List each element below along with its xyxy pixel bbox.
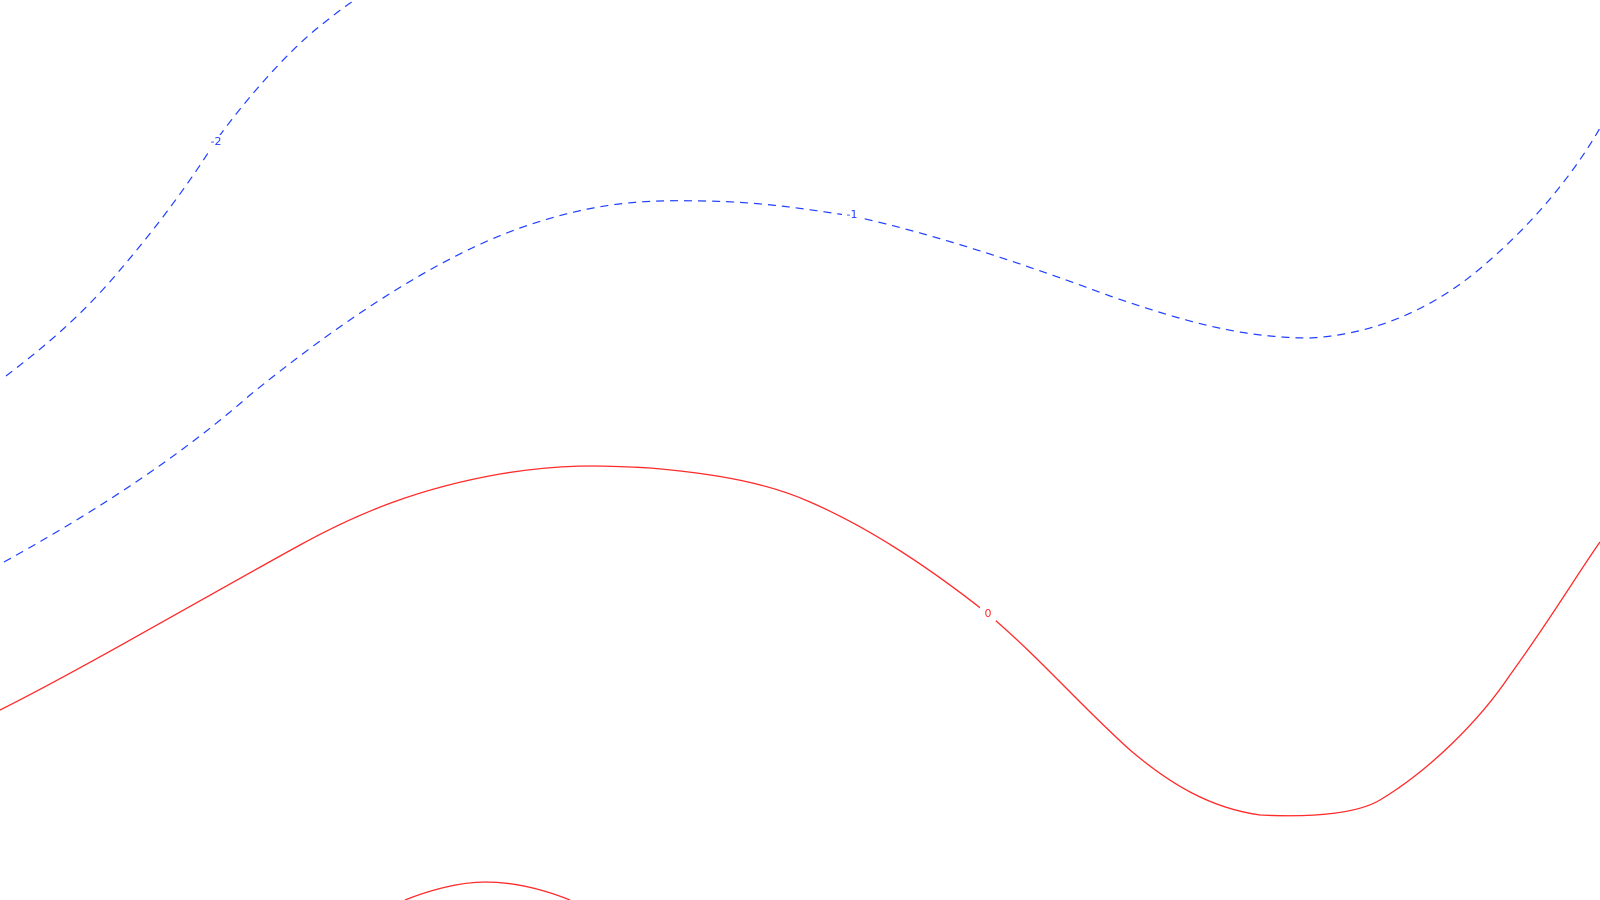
- contour-label-minus-2-text: -2: [211, 135, 222, 148]
- contour-label-minus-1-text: -1: [847, 208, 858, 221]
- contour-label-minus-2: -2: [206, 135, 226, 149]
- contour-label-zero: 0: [980, 607, 996, 621]
- contour-label-zero-text: 0: [985, 607, 992, 620]
- contour-label-minus-1: -1: [842, 208, 862, 222]
- contour-line-zero-bottom: [404, 881, 571, 900]
- contour-line-minus-2: [5, 0, 356, 377]
- contour-line-minus-1: [3, 127, 1600, 563]
- contour-line-zero: [0, 465, 1600, 817]
